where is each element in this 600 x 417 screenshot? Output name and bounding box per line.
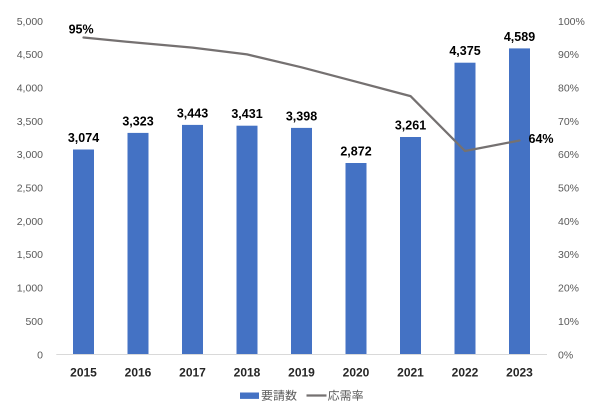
svg-text:2,000: 2,000 (17, 216, 43, 228)
svg-text:2015: 2015 (70, 365, 97, 379)
svg-text:50%: 50% (558, 183, 579, 195)
svg-text:100%: 100% (558, 16, 585, 28)
svg-text:500: 500 (25, 316, 43, 328)
svg-text:3,443: 3,443 (177, 106, 208, 120)
svg-text:64%: 64% (529, 132, 554, 146)
svg-text:3,261: 3,261 (395, 119, 426, 133)
svg-text:0: 0 (37, 349, 43, 361)
svg-text:2020: 2020 (343, 365, 370, 379)
svg-text:30%: 30% (558, 249, 579, 261)
svg-text:4,375: 4,375 (449, 44, 480, 58)
svg-text:3,000: 3,000 (17, 149, 43, 161)
svg-text:2022: 2022 (452, 365, 479, 379)
svg-text:3,398: 3,398 (286, 109, 317, 123)
svg-text:90%: 90% (558, 49, 579, 61)
svg-text:3,500: 3,500 (17, 116, 43, 128)
svg-text:2018: 2018 (234, 365, 261, 379)
svg-text:1,000: 1,000 (17, 283, 43, 295)
svg-text:20%: 20% (558, 283, 579, 295)
svg-text:4,000: 4,000 (17, 83, 43, 95)
svg-text:4,589: 4,589 (504, 30, 535, 44)
svg-text:3,323: 3,323 (122, 114, 153, 128)
svg-text:5,000: 5,000 (17, 16, 43, 28)
svg-text:40%: 40% (558, 216, 579, 228)
svg-text:0%: 0% (558, 349, 573, 361)
svg-text:2023: 2023 (506, 365, 533, 379)
svg-text:95%: 95% (69, 23, 94, 37)
svg-text:60%: 60% (558, 149, 579, 161)
svg-text:10%: 10% (558, 316, 579, 328)
svg-text:80%: 80% (558, 83, 579, 95)
svg-text:2,500: 2,500 (17, 183, 43, 195)
svg-text:70%: 70% (558, 116, 579, 128)
svg-text:3,431: 3,431 (231, 107, 262, 121)
svg-text:4,500: 4,500 (17, 49, 43, 61)
svg-text:2019: 2019 (288, 365, 315, 379)
svg-text:1,500: 1,500 (17, 249, 43, 261)
svg-text:2016: 2016 (125, 365, 152, 379)
svg-text:2,872: 2,872 (340, 145, 371, 159)
svg-text:3,074: 3,074 (68, 131, 99, 145)
svg-text:2017: 2017 (179, 365, 206, 379)
svg-text:2021: 2021 (397, 365, 424, 379)
